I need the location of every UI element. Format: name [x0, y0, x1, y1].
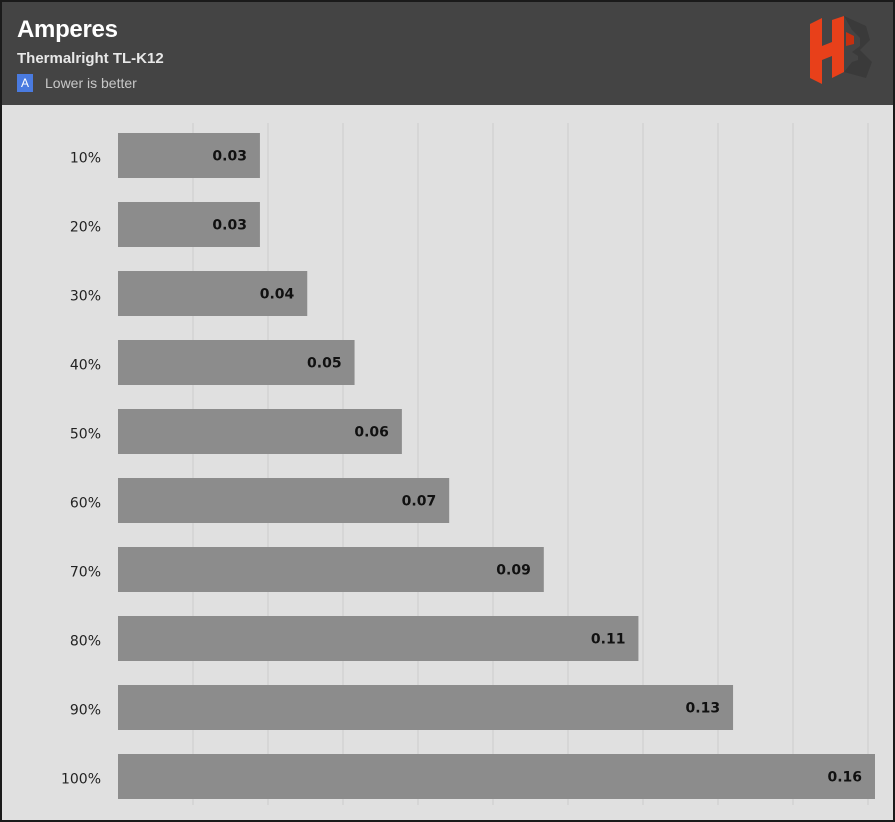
data-label: 0.05	[307, 356, 342, 372]
bar	[118, 202, 260, 247]
bar	[118, 616, 639, 661]
data-label: 0.03	[212, 218, 247, 234]
bar	[118, 340, 355, 385]
data-label: 0.06	[354, 425, 389, 441]
category-label: 50%	[70, 427, 101, 443]
category-label: 30%	[70, 289, 101, 305]
logo-red-mark	[810, 16, 844, 84]
category-labels: 10% 20% 30% 40% 50% 60% 70% 80% 90% 100%	[61, 151, 101, 788]
category-label: 100%	[61, 772, 101, 788]
data-label: 0.09	[496, 563, 531, 579]
chart-subtitle: Thermalright TL-K12	[17, 50, 164, 67]
category-label: 90%	[70, 703, 101, 719]
hb-logo-icon	[810, 16, 872, 84]
category-label: 60%	[70, 496, 101, 512]
category-label: 20%	[70, 220, 101, 236]
bar-chart-plot: 10%20%30%40%50%60%70%80%90%100% 0.030.03…	[61, 123, 875, 805]
bar	[118, 547, 544, 592]
data-label: 0.07	[402, 494, 437, 510]
category-label: 40%	[70, 358, 101, 374]
data-label: 0.11	[591, 632, 626, 648]
value-labels: 0.03 0.03 0.04 0.05 0.06 0.07 0.09 0.11 0.13 0.16	[212, 149, 862, 786]
bar	[118, 271, 308, 316]
category-label: 70%	[70, 565, 101, 581]
bar	[118, 133, 260, 178]
data-label: 0.16	[827, 770, 862, 786]
category-label: 80%	[70, 634, 101, 650]
data-label: 0.13	[686, 701, 721, 717]
logo-dark-mark	[844, 16, 872, 78]
legend: A Lower is better	[17, 74, 137, 92]
bar	[118, 409, 402, 454]
legend-label: Lower is better	[45, 75, 137, 91]
data-label: 0.04	[260, 287, 295, 303]
bar	[118, 754, 875, 799]
logo-accent-mark	[846, 32, 854, 46]
legend-badge: A	[17, 74, 33, 92]
data-label: 0.03	[212, 149, 247, 165]
bar	[118, 685, 734, 730]
bars	[118, 133, 875, 799]
chart-title: Amperes	[17, 16, 118, 43]
grid-lines	[192, 123, 869, 805]
chart-header: Amperes Thermalright TL-K12 A Lower is b…	[2, 2, 893, 105]
category-label: 10%	[70, 151, 101, 167]
bar	[118, 478, 450, 523]
